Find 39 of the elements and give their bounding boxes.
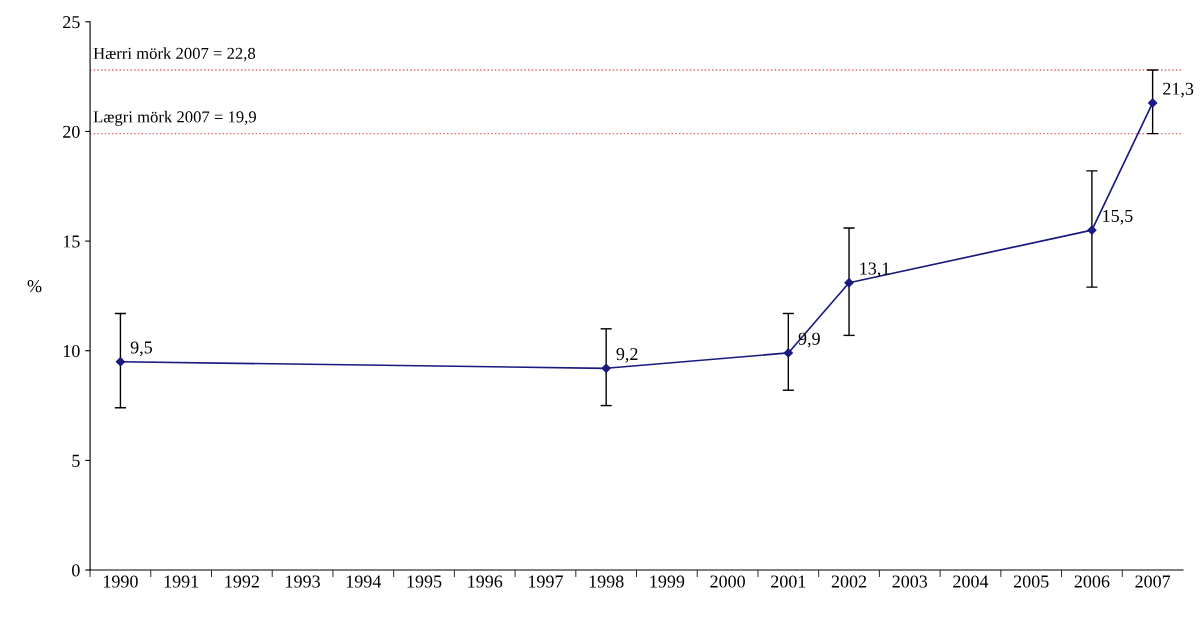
x-tick-label: 1996 [468,575,503,588]
ref-line-label: Hærri mörk 2007 = 22,8 [93,47,256,62]
point [601,363,611,373]
x-tick-label: 1993 [286,575,320,588]
data-label: 9,9 [798,332,820,348]
data-label: 15,5 [1103,209,1133,225]
point [783,348,793,358]
x-tick-label: 1990 [103,575,138,588]
data-label: 9,2 [616,348,638,363]
x-tick-label: 2004 [953,575,989,588]
x-tick-label: 1998 [589,575,624,588]
x-tick-label: 1999 [650,575,685,588]
x-tick-label: 2001 [771,575,806,588]
data-label: 9,5 [130,341,153,357]
ref-line-label: Lægri mörk 2007 = 19,9 [93,110,256,126]
y-tick-label: 10 [63,345,80,358]
x-tick-label: 2002 [831,575,867,588]
x-tick-label: 1997 [528,575,563,588]
x-tick-label: 2003 [892,575,928,588]
y-tick-label: 0 [72,564,80,577]
y-tick-label: 20 [63,125,80,138]
y-axis-title: % [27,280,42,293]
point [115,357,126,367]
point [1087,225,1097,235]
x-tick-label: 1991 [164,575,199,588]
x-tick-label: 2006 [1074,575,1110,588]
x-tick-label: 2007 [1135,575,1171,588]
x-tick-label: 1994 [346,575,382,588]
x-tick-label: 2000 [710,575,745,588]
x-tick-label: 1992 [225,575,259,588]
y-tick-label: 5 [72,454,80,467]
data-label: 21,3 [1163,82,1194,98]
point [1148,98,1158,108]
data-label: 13,1 [860,262,890,278]
x-tick-label: 1995 [407,575,442,588]
y-tick-label: 25 [63,16,80,29]
point [844,278,854,288]
x-tick-label: 2005 [1013,575,1049,588]
y-tick-label: 15 [63,235,80,248]
